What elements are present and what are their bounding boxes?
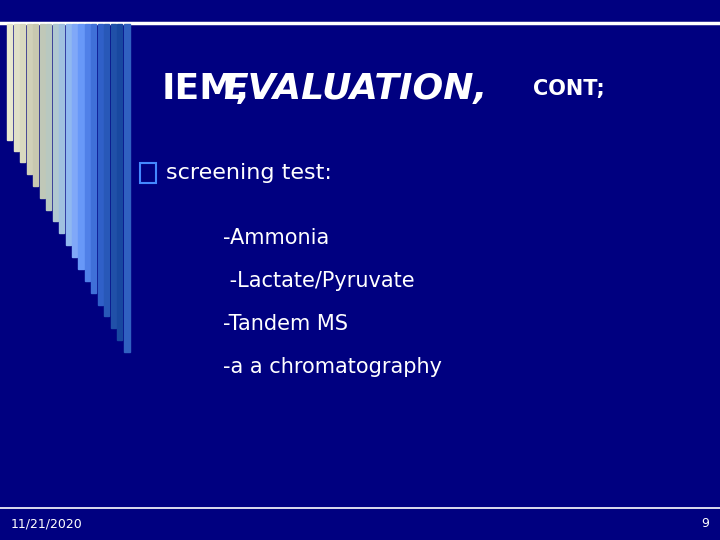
Text: -Ammonia: -Ammonia (223, 227, 330, 248)
Text: -a a chromatography: -a a chromatography (223, 357, 442, 377)
Bar (72, 24, 77, 257)
Bar (40, 24, 45, 198)
Bar (117, 24, 122, 340)
Text: screening test:: screening test: (166, 163, 331, 183)
Bar (59, 24, 64, 233)
Bar (14, 24, 19, 151)
Bar (111, 24, 116, 328)
Bar (7, 24, 12, 140)
Bar (91, 24, 96, 293)
Text: -Tandem MS: -Tandem MS (223, 314, 348, 334)
Bar (124, 24, 130, 352)
Text: EVALUATION,: EVALUATION, (223, 72, 487, 106)
Text: IEM,: IEM, (162, 72, 250, 106)
Bar (27, 24, 32, 174)
Bar (104, 24, 109, 316)
Bar (46, 24, 51, 210)
Bar (66, 24, 71, 245)
Bar (85, 24, 90, 281)
Bar (98, 24, 103, 305)
Bar (33, 24, 38, 186)
Text: 9: 9 (701, 517, 709, 530)
Text: 11/21/2020: 11/21/2020 (11, 517, 83, 530)
Bar (20, 24, 25, 162)
Text: CONT;: CONT; (533, 79, 605, 99)
Bar (78, 24, 84, 269)
Bar (53, 24, 58, 221)
Text: -Lactate/Pyruvate: -Lactate/Pyruvate (223, 271, 415, 291)
Bar (140, 163, 156, 183)
